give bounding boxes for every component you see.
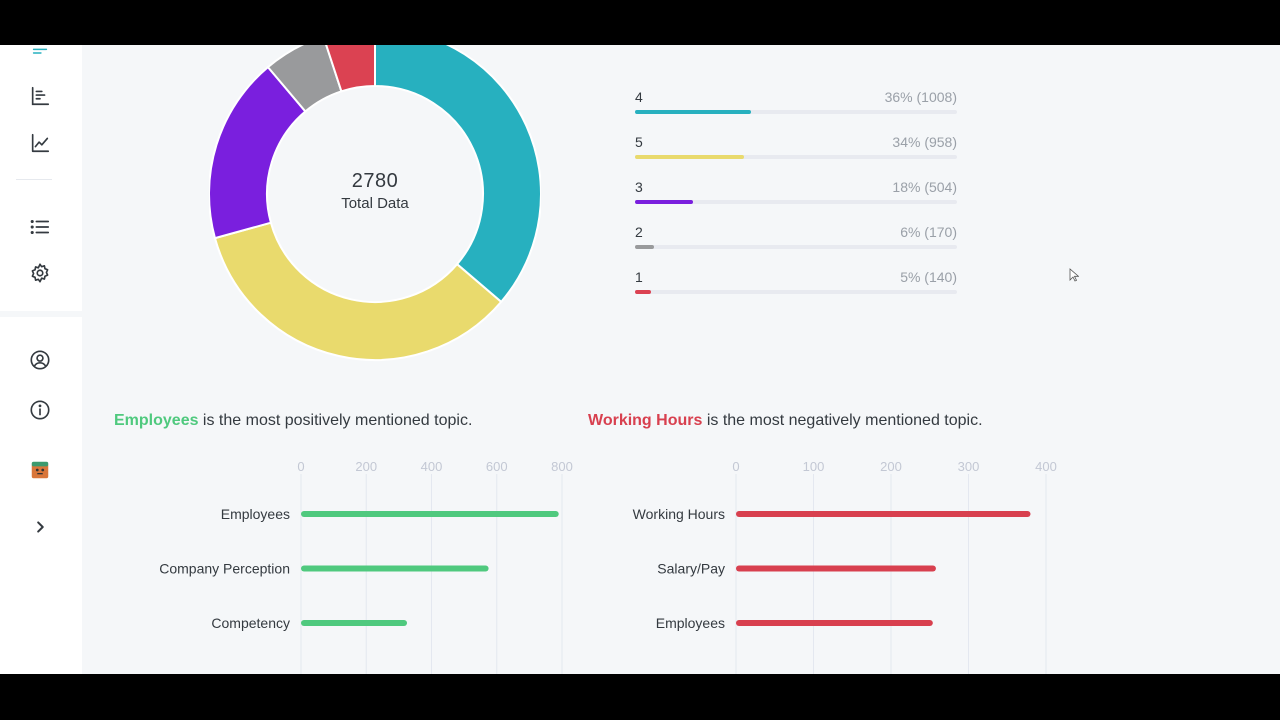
bar-chart-icon[interactable] xyxy=(28,84,52,108)
sidebar-section-gap xyxy=(0,311,82,317)
app-logo-icon[interactable] xyxy=(28,458,52,482)
legend-progress-track xyxy=(635,290,957,294)
legend-progress-track xyxy=(635,155,957,159)
legend-progress-fill xyxy=(635,290,652,294)
axis-tick-label: 100 xyxy=(803,459,825,474)
legend-progress-track xyxy=(635,200,957,204)
settings-gear-icon[interactable] xyxy=(28,261,52,285)
rating-donut-chart: 2780 Total Data xyxy=(208,45,542,362)
positive-topics-bar-chart: 0 200 400 600 800 Employees Company Perception… xyxy=(82,450,602,674)
sidebar-divider xyxy=(16,179,52,180)
legend-row: 2 6% (170) xyxy=(635,224,957,269)
donut-svg xyxy=(208,45,542,361)
legend-progress-track xyxy=(635,110,957,114)
legend-progress-fill xyxy=(635,155,745,159)
bar-category-label: Company Perception xyxy=(159,561,290,577)
legend-label: 5 xyxy=(635,134,643,150)
main-content: 2780 Total Data 4 36% (1008) 5 34% (958) 3 18… xyxy=(82,45,1280,674)
bar-category-label: Competency xyxy=(211,615,290,631)
user-profile-icon[interactable] xyxy=(28,348,52,372)
negative-topic-name: Working Hours xyxy=(588,412,703,429)
axis-tick-label: 600 xyxy=(486,459,508,474)
axis-tick-label: 0 xyxy=(732,459,739,474)
axis-tick-label: 800 xyxy=(551,459,573,474)
menu-collapse-icon[interactable] xyxy=(28,45,52,65)
negative-topic-heading: Working Hours is the most negatively men… xyxy=(588,412,983,430)
legend-label: 4 xyxy=(635,89,643,105)
legend-label: 2 xyxy=(635,224,643,240)
legend-value: 6% (170) xyxy=(900,224,957,240)
negative-bars-svg: 0 100 200 300 400 Working Hours Salary/Pay Empl… xyxy=(633,459,1057,674)
legend-value: 18% (504) xyxy=(892,179,957,195)
donut-slice-5[interactable] xyxy=(213,221,503,361)
donut-slice-4[interactable] xyxy=(374,45,542,304)
info-icon[interactable] xyxy=(28,398,52,422)
legend-progress-fill xyxy=(635,245,655,249)
legend-row: 3 18% (504) xyxy=(635,179,957,224)
legend-value: 5% (140) xyxy=(900,269,957,285)
rating-legend: 4 36% (1008) 5 34% (958) 3 18% (504) 2 6% (170)… xyxy=(635,89,957,314)
sidebar xyxy=(0,45,82,674)
positive-bars-svg: 0 200 400 600 800 Employees Company Perception… xyxy=(159,459,573,674)
legend-row: 4 36% (1008) xyxy=(635,89,957,134)
app-frame: 2780 Total Data 4 36% (1008) 5 34% (958) 3 18… xyxy=(0,45,1280,674)
positive-topic-text: is the most positively mentioned topic. xyxy=(198,412,473,429)
axis-tick-label: 400 xyxy=(1035,459,1057,474)
bar-category-label: Employees xyxy=(221,506,290,522)
legend-value: 34% (958) xyxy=(892,134,957,150)
negative-topic-text: is the most negatively mentioned topic. xyxy=(702,412,983,429)
bar-category-label: Salary/Pay xyxy=(657,561,725,577)
bar-category-label: Employees xyxy=(656,615,725,631)
line-chart-icon[interactable] xyxy=(28,131,52,155)
axis-tick-label: 200 xyxy=(880,459,902,474)
legend-progress-track xyxy=(635,245,957,249)
legend-value: 36% (1008) xyxy=(884,89,957,105)
mouse-cursor-icon xyxy=(1069,268,1079,282)
legend-progress-fill xyxy=(635,110,751,114)
legend-label: 3 xyxy=(635,179,643,195)
negative-topics-bar-chart: 0 100 200 300 400 Working Hours Salary/Pay Empl… xyxy=(582,450,1102,674)
axis-tick-label: 200 xyxy=(355,459,377,474)
bar-category-label: Working Hours xyxy=(633,506,725,522)
legend-row: 1 5% (140) xyxy=(635,269,957,314)
list-icon[interactable] xyxy=(28,215,52,239)
legend-row: 5 34% (958) xyxy=(635,134,957,179)
positive-topic-heading: Employees is the most positively mention… xyxy=(114,412,472,430)
legend-progress-fill xyxy=(635,200,693,204)
axis-tick-label: 400 xyxy=(421,459,443,474)
legend-label: 1 xyxy=(635,269,643,285)
chevron-right-icon[interactable] xyxy=(28,515,52,539)
axis-tick-label: 300 xyxy=(958,459,980,474)
donut-slice-1[interactable] xyxy=(323,45,376,93)
axis-tick-label: 0 xyxy=(297,459,304,474)
positive-topic-name: Employees xyxy=(114,412,199,429)
